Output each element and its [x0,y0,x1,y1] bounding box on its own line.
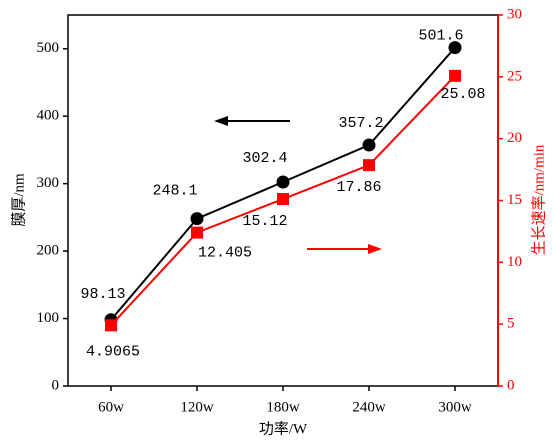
y2-tick-label: 5 [507,316,515,332]
data-label: 357.2 [338,115,383,132]
marker [363,159,375,172]
y2-tick-label: 25 [507,68,522,84]
marker [362,138,376,152]
y-tick-label: 500 [37,40,60,56]
marker [191,226,203,239]
y-tick-label: 200 [37,243,60,259]
data-label: 17.86 [336,179,381,196]
left-arrow [214,116,290,126]
data-label: 15.12 [242,213,287,230]
y-tick-label: 300 [37,175,60,191]
x-tick-label: 180w [266,399,300,415]
y2-tick-label: 10 [507,254,522,270]
y-tick-label: 0 [52,377,60,393]
data-label: 25.08 [440,86,485,103]
data-label: 302.4 [242,150,287,167]
x-tick-label: 240w [352,399,386,415]
x-axis-title: 功率/W [259,420,308,437]
data-label: 501.6 [418,28,463,45]
x-tick-label: 120w [180,399,214,415]
marker [276,175,290,189]
data-label: 12.405 [198,245,252,262]
y2-axis-title: 生长速率/nm/min [530,144,547,255]
marker [449,69,461,82]
right-arrow [307,244,382,254]
marker [105,319,117,332]
marker [190,212,204,226]
y-tick-label: 100 [37,310,60,326]
y-tick-label: 400 [37,108,60,124]
y-axis-title: 膜厚/nm [10,173,27,227]
marker [448,41,462,55]
x-tick-label: 300w [438,399,472,415]
y2-tick-label: 15 [507,192,522,208]
y2-tick-label: 30 [507,6,522,22]
data-label: 248.1 [152,183,197,200]
marker [277,193,289,206]
x-tick-label: 60w [98,399,124,415]
y2-tick-label: 20 [507,130,522,146]
y2-tick-label: 0 [507,377,515,393]
data-label: 4.9065 [86,343,140,360]
data-label: 98.13 [80,286,125,303]
